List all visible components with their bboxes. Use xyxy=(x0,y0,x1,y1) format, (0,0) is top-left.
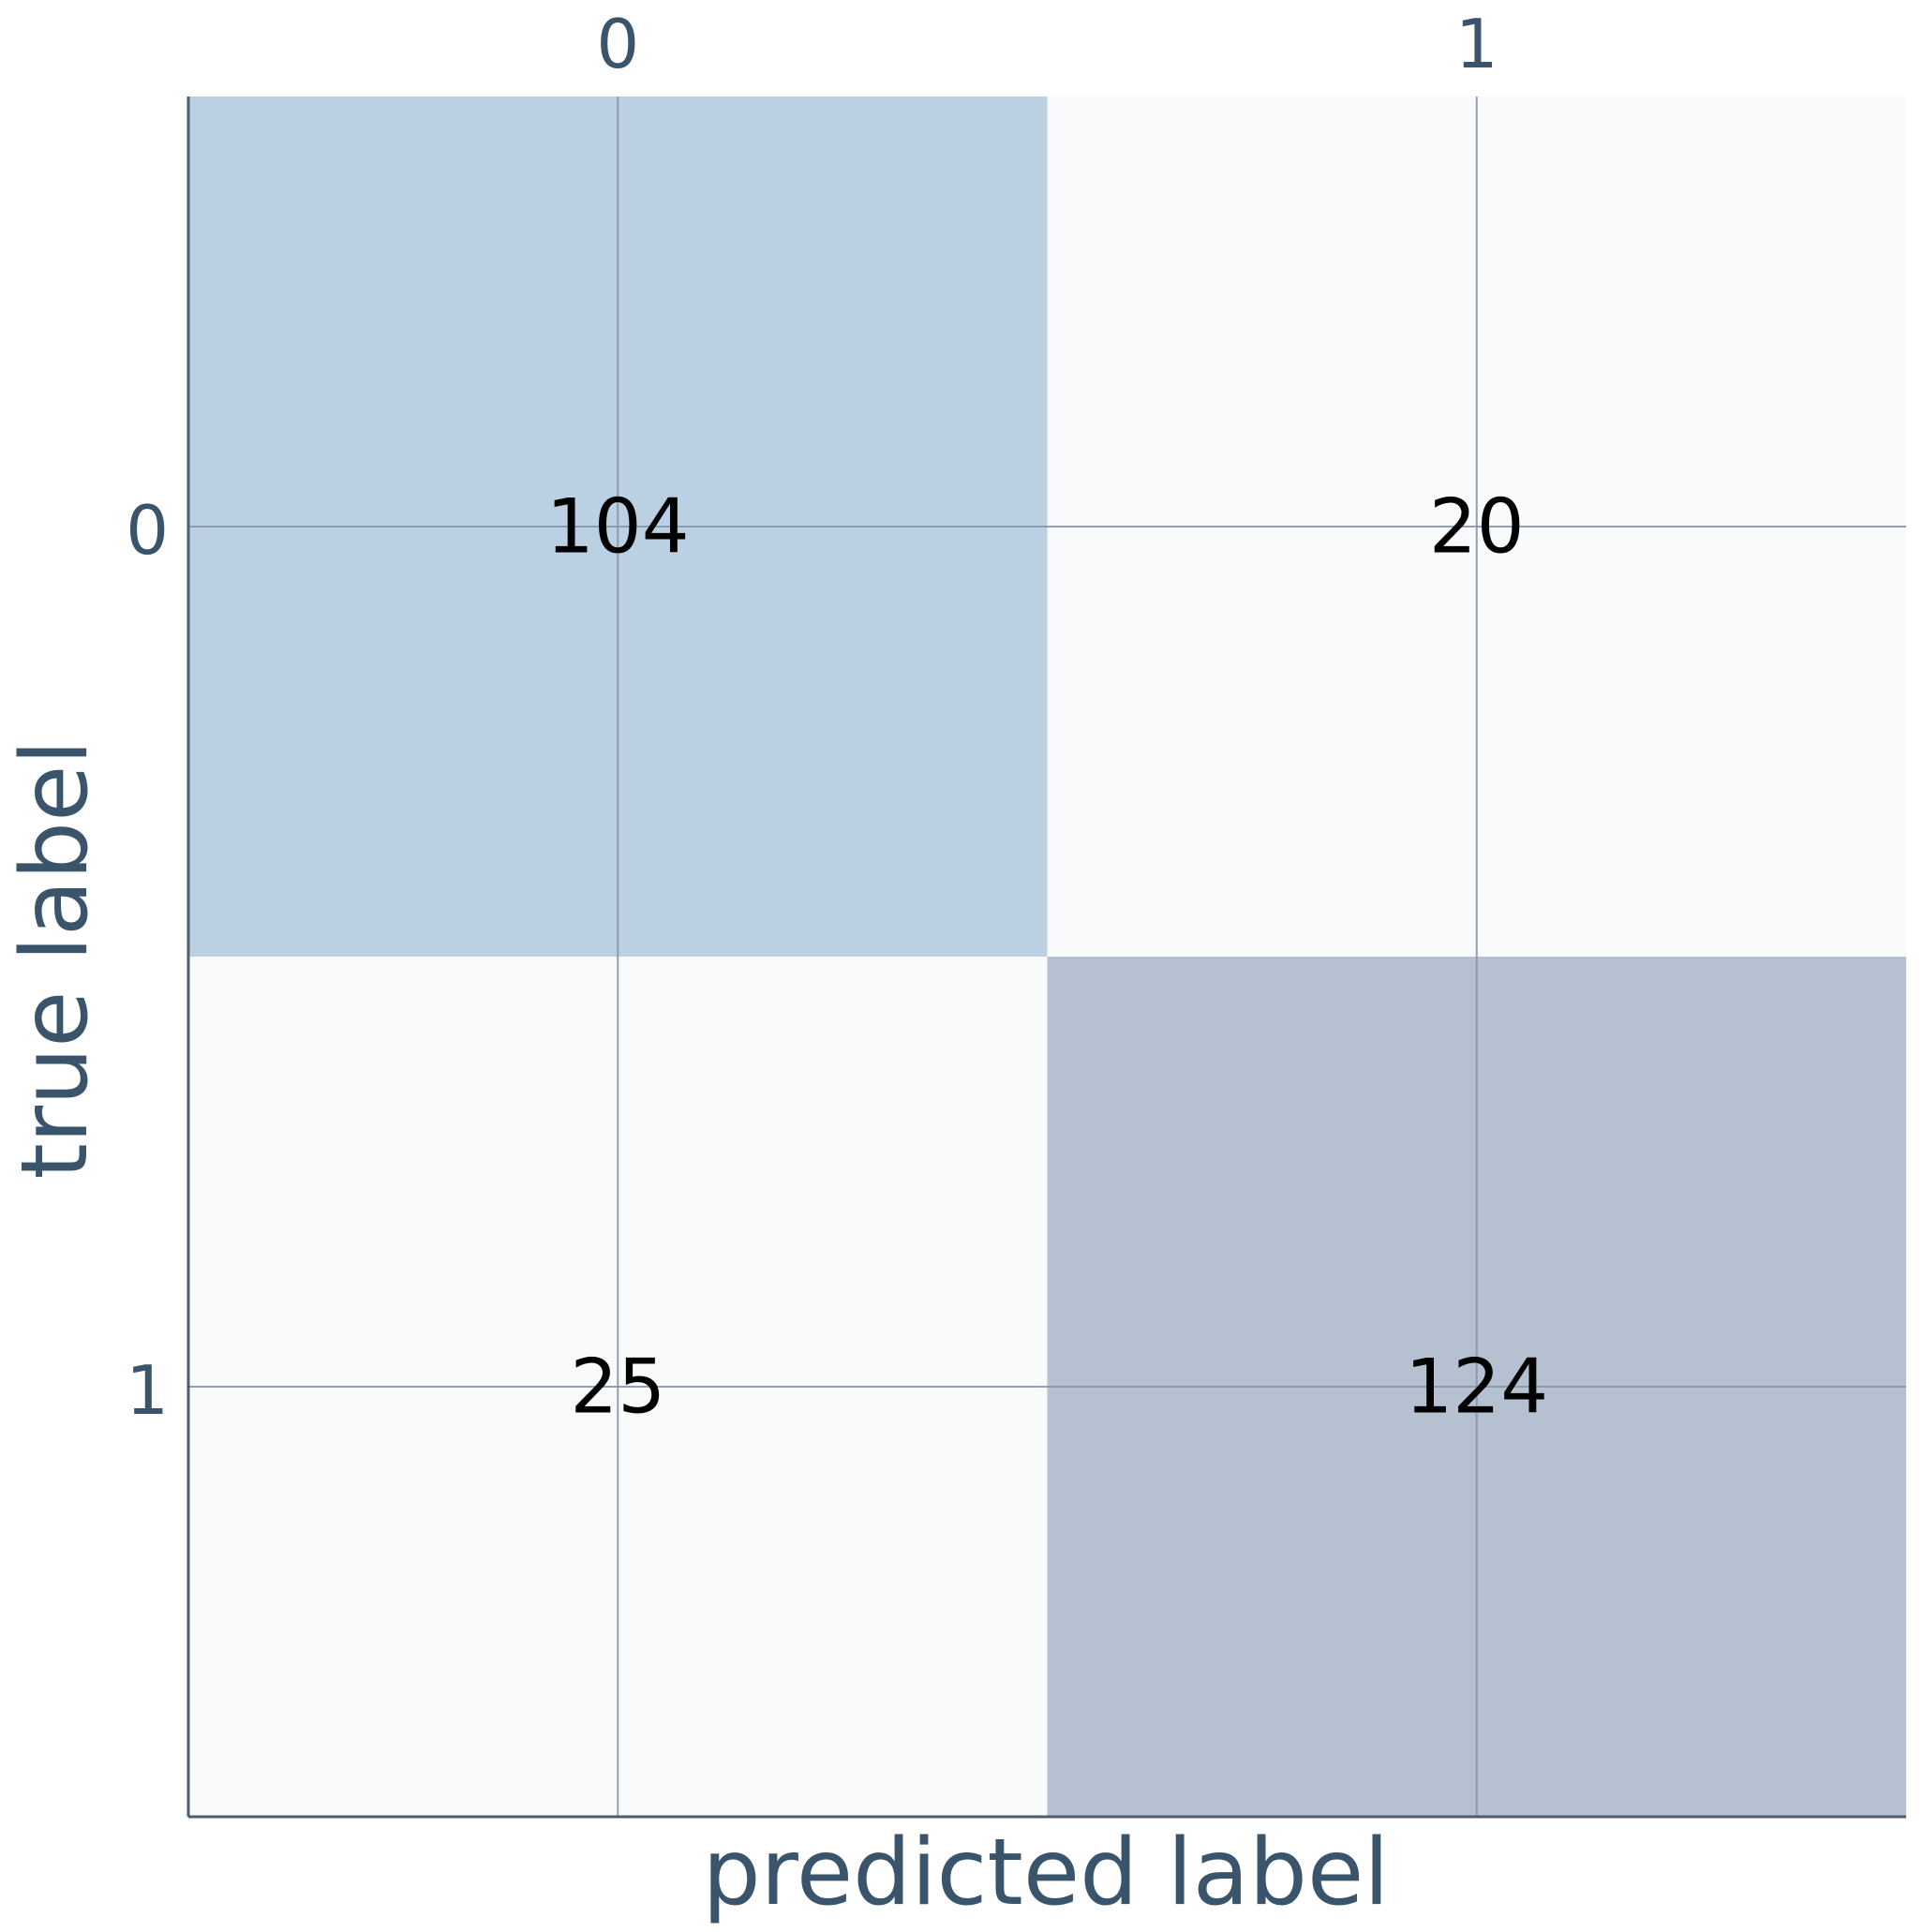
cell-value-label-0-1: 20 xyxy=(1429,483,1525,571)
cell-value-label-1-0: 25 xyxy=(570,1344,665,1431)
cell-value-labels-layer: 104 20 25 124 xyxy=(546,483,1548,1431)
tick-labels-layer: 0 1 0 1 xyxy=(126,5,1498,1430)
cells-layer xyxy=(188,97,1906,1817)
x-tick-label-0: 0 xyxy=(596,5,639,83)
y-tick-label-0: 0 xyxy=(126,491,169,570)
spines-layer xyxy=(186,97,1906,1819)
y-axis-label: true label xyxy=(2,739,109,1179)
cell-value-label-0-0: 104 xyxy=(546,483,690,571)
grid-layer xyxy=(188,97,1906,1817)
x-tick-label-1: 1 xyxy=(1455,5,1498,83)
x-axis-label: predicted label xyxy=(702,1820,1389,1926)
cell-value-label-1-1: 124 xyxy=(1405,1344,1548,1431)
y-tick-label-1: 1 xyxy=(126,1351,169,1430)
